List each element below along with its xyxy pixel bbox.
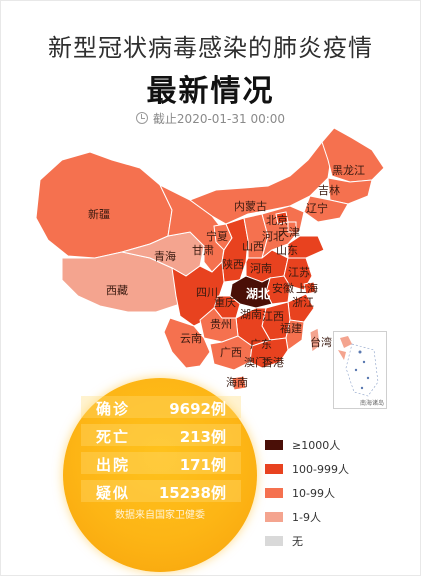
- province-hainan[interactable]: [231, 375, 247, 391]
- label-hunan: 湖南: [240, 308, 262, 321]
- stats-circle: 确诊 9692例 死亡 213例 出院 171例 疑似 15238例 数据来自国…: [63, 378, 257, 572]
- label-neimenggu: 内蒙古: [234, 199, 267, 213]
- legend-label: 无: [292, 535, 303, 548]
- province-xinjiang[interactable]: [35, 151, 173, 259]
- label-hebei: 河北: [262, 230, 284, 243]
- stat-label: 确诊: [96, 400, 131, 418]
- label-heilongjiang: 黑龙江: [332, 164, 365, 177]
- legend-swatch: [265, 464, 283, 474]
- label-shandong: 山东: [276, 244, 298, 257]
- province-guangdong[interactable]: [249, 337, 289, 369]
- label-henan: 河南: [250, 262, 272, 275]
- south-china-sea-inset: 南海诸岛: [333, 331, 387, 409]
- label-sichuan: 四川: [196, 286, 218, 299]
- province-yunnan[interactable]: [163, 317, 211, 369]
- label-gansu: 甘肃: [192, 244, 214, 257]
- label-fujian: 福建: [280, 321, 302, 335]
- label-zhejiang: 浙江: [292, 296, 314, 309]
- legend-label: ≥1000人: [292, 439, 341, 452]
- province-shanghai[interactable]: [303, 281, 317, 295]
- label-tianjin: 天津: [278, 226, 300, 239]
- legend-label: 10-99人: [292, 487, 335, 500]
- label-guangdong: 广东: [250, 338, 272, 351]
- stat-bar: [81, 396, 241, 418]
- stat-label: 出院: [96, 456, 131, 474]
- stat-value: 171例: [179, 456, 226, 474]
- label-taiwan: 台湾: [310, 335, 332, 349]
- stat-value: 9692例: [169, 400, 226, 418]
- province-guizhou[interactable]: [199, 307, 239, 343]
- stat-label: 死亡: [96, 428, 131, 446]
- province-heilongjiang[interactable]: [321, 127, 385, 183]
- inset-label: 南海诸岛: [359, 400, 384, 407]
- label-hainan: 海南: [226, 375, 248, 389]
- label-aomen: 澳门: [244, 355, 266, 369]
- stat-discharged: 出院 171例: [96, 454, 226, 474]
- province-tianjin[interactable]: [287, 221, 297, 233]
- legend-swatch: [265, 536, 283, 546]
- label-qinghai: 青海: [154, 249, 176, 263]
- page-title: 最新情况: [146, 74, 275, 109]
- label-shanxi: 山西: [242, 240, 264, 253]
- province-taiwan[interactable]: [309, 327, 321, 353]
- page-subtitle: 新型冠状病毒感染的肺炎疫情: [48, 34, 373, 62]
- stat-bar: [81, 424, 241, 446]
- legend-label: 100-999人: [292, 463, 349, 476]
- label-anhui: 安徽: [272, 281, 294, 295]
- legend-label: 1-9人: [292, 511, 321, 524]
- south-china-sea-islands: [338, 336, 379, 397]
- stat-value: 15238例: [158, 484, 226, 502]
- label-shaanxi: 陕西: [222, 257, 244, 271]
- stat-value: 213例: [179, 428, 226, 446]
- label-chongqing: 重庆: [214, 295, 236, 309]
- stat-deaths: 死亡 213例: [96, 426, 226, 446]
- stat-bar: [81, 480, 241, 502]
- province-qinghai[interactable]: [121, 231, 205, 277]
- label-xianggang: 香港: [262, 356, 284, 369]
- stat-bar: [81, 452, 241, 474]
- label-ningxia: 宁夏: [206, 229, 228, 243]
- legend-swatch: [265, 440, 283, 450]
- deadline: 截止2020-01-31 00:00: [0, 110, 421, 127]
- legend-swatch: [265, 488, 283, 498]
- label-jiangxi: 江西: [262, 310, 284, 323]
- deadline-text: 截止2020-01-31 00:00: [152, 112, 286, 126]
- data-source: 数据来自国家卫健委: [115, 510, 205, 521]
- label-shanghai: 上海: [296, 281, 318, 295]
- label-xizang: 西藏: [106, 284, 128, 297]
- label-guangxi: 广西: [220, 346, 242, 359]
- stat-label: 疑似: [96, 484, 131, 502]
- label-beijing: 北京: [266, 213, 288, 227]
- legend-swatch: [265, 512, 283, 522]
- label-jiangsu: 江苏: [288, 266, 310, 279]
- stat-suspected: 疑似 15238例: [96, 482, 226, 502]
- label-guizhou: 贵州: [210, 318, 232, 331]
- label-jilin: 吉林: [318, 183, 340, 197]
- label-liaoning: 辽宁: [306, 201, 328, 215]
- clock-icon: [135, 112, 148, 124]
- label-xinjiang: 新疆: [88, 207, 110, 221]
- label-hubei: 湖北: [246, 286, 270, 301]
- label-yunnan: 云南: [180, 332, 202, 345]
- stat-confirmed: 确诊 9692例: [96, 398, 226, 418]
